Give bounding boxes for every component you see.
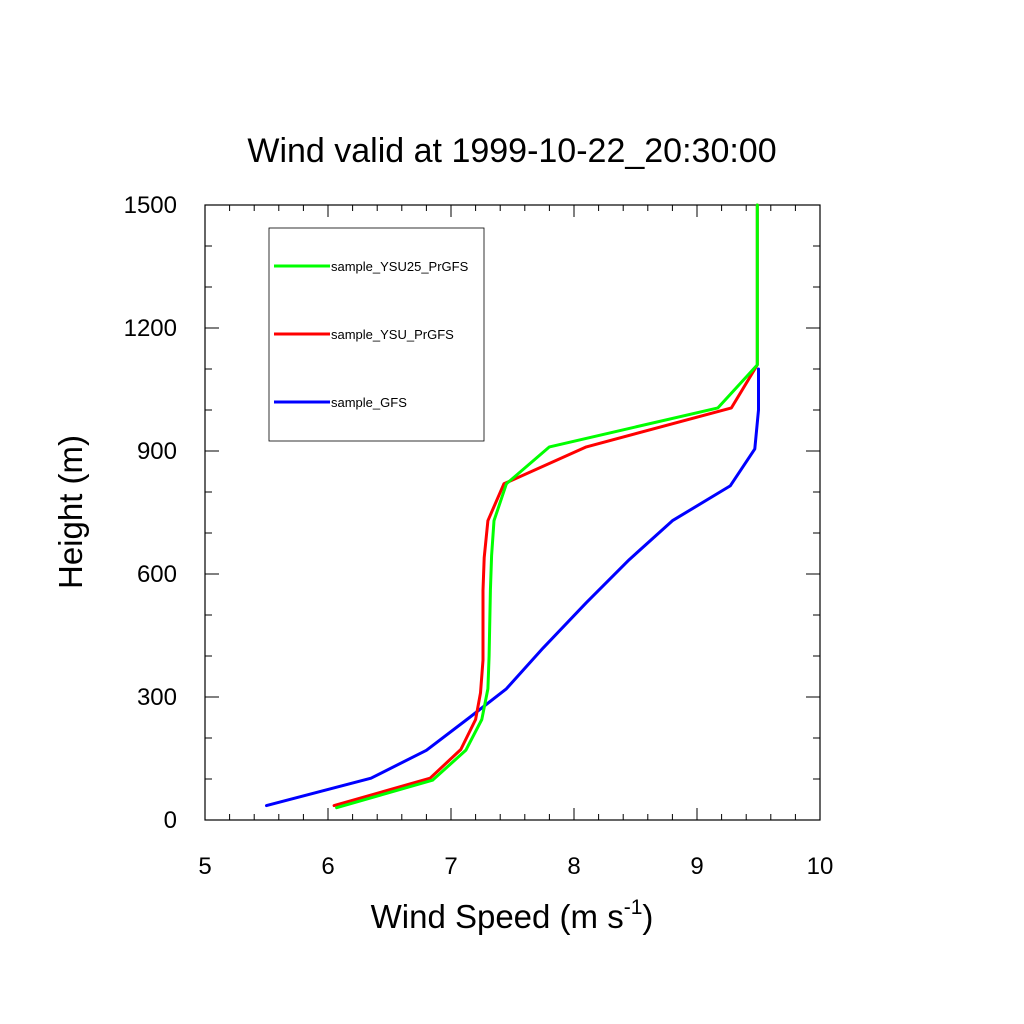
series-line-sample_YSU25_PrGFS bbox=[335, 203, 759, 810]
x-axis-label-superscript: -1 bbox=[624, 896, 643, 919]
series-line-sample_YSU_PrGFS bbox=[332, 203, 759, 808]
x-tick-label: 8 bbox=[567, 853, 580, 880]
x-tick-label: 5 bbox=[198, 853, 211, 880]
plot-area: 5 6 7 8 9 10 0 300 600 900 1200 1500 bbox=[124, 192, 834, 880]
y-axis-label: Height (m) bbox=[52, 435, 89, 589]
y-tick-label: 1200 bbox=[124, 315, 177, 342]
legend: sample_YSU25_PrGFS sample_YSU_PrGFSsample… bbox=[268, 227, 485, 442]
x-axis-label-suffix: ) bbox=[642, 898, 653, 935]
y-tick-label: 0 bbox=[164, 807, 177, 834]
x-tick-label: 10 bbox=[807, 853, 834, 880]
legend-label: sample_GFS bbox=[331, 395, 407, 410]
plot-frame bbox=[204, 204, 821, 821]
legend-label: sample_YSU25_PrGFS bbox=[331, 259, 469, 274]
y-tick-label: 1500 bbox=[124, 192, 177, 219]
legend-label: sample_YSU_PrGFS bbox=[331, 327, 454, 342]
series-line-sample_GFS bbox=[265, 367, 760, 808]
x-tick-label: 7 bbox=[444, 853, 457, 880]
x-axis-label-main: Wind Speed (m s bbox=[371, 898, 624, 935]
y-tick-label: 900 bbox=[137, 438, 177, 465]
y-tick-label: 300 bbox=[137, 684, 177, 711]
x-axis-label: Wind Speed (m s-1) bbox=[371, 896, 654, 935]
chart-title: Wind valid at 1999-10-22_20:30:00 bbox=[247, 132, 776, 170]
x-tick-label: 6 bbox=[321, 853, 334, 880]
y-tick-label: 600 bbox=[137, 561, 177, 588]
x-tick-label: 9 bbox=[690, 853, 703, 880]
